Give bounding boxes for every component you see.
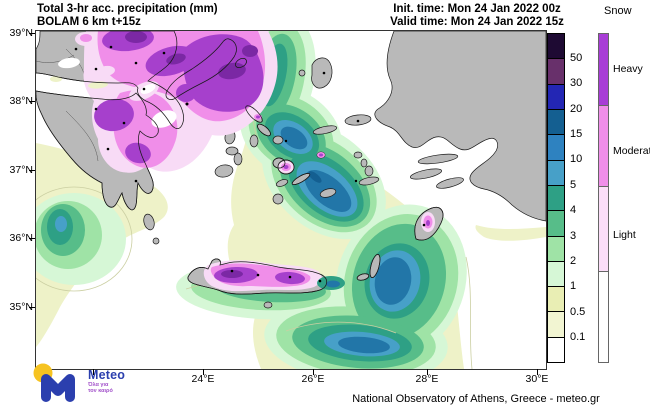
precip-legend-bar	[547, 33, 565, 363]
chios-island	[311, 57, 333, 89]
milos-island	[214, 164, 234, 178]
logo-tagline: Όλα για τον καιρό	[88, 382, 113, 394]
attribution-text: National Observatory of Athens, Greece -…	[352, 393, 600, 405]
legend-segment	[548, 83, 564, 109]
lat-tick	[29, 170, 35, 171]
logo-name: Meteo	[88, 368, 126, 382]
precip-legend-value: 10	[570, 153, 583, 166]
snow-legend-category: Moderate	[613, 145, 650, 157]
precip-legend-value: 0.5	[570, 305, 586, 318]
snow-legend-segment	[599, 270, 608, 362]
precip-legend-value: 2	[570, 254, 577, 267]
lon-tick	[313, 369, 314, 375]
precip-legend-value: 15	[570, 128, 583, 141]
lon-label: 26°E	[301, 373, 325, 385]
legend-segment	[548, 235, 564, 261]
ikaria-island	[312, 125, 338, 135]
map-title: Total 3-hr acc. precipitation (mm) BOLAM…	[37, 3, 218, 29]
precip-legend-value: 4	[570, 204, 577, 217]
snow-legend-segment	[599, 185, 608, 271]
coastline-overlay	[35, 30, 444, 295]
lat-label: 36°N	[9, 232, 33, 244]
lat-tick	[29, 101, 35, 102]
snow-legend-segment	[599, 34, 608, 106]
logo-m-icon	[41, 374, 75, 402]
lat-label: 38°N	[9, 95, 33, 107]
lon-label: 28°E	[415, 373, 439, 385]
meteo-logo-mark	[33, 363, 75, 402]
bodrum-peninsula	[417, 153, 459, 165]
lon-label: 30°E	[525, 373, 549, 385]
legend-segment	[548, 336, 564, 363]
snow-legend-bar	[598, 33, 609, 363]
precip-legend-value: 1	[570, 280, 577, 293]
precip-legend-value: 0.1	[570, 331, 586, 344]
map-canvas	[15, 15, 547, 384]
snow-shading	[50, 26, 435, 292]
legend-segment	[548, 286, 564, 312]
init-time: Init. time: Mon 24 Jan 2022 00z	[393, 3, 561, 15]
legend-segment	[548, 184, 564, 211]
lon-tick	[427, 369, 428, 375]
lat-label: 37°N	[9, 164, 33, 176]
snow-legend-segment	[599, 105, 608, 186]
kythira-island	[143, 213, 155, 231]
snow-legend-title: Snow	[604, 5, 632, 17]
meteo-logo: Meteo Όλα για τον καιρό	[28, 361, 128, 405]
precip-legend-value: 20	[570, 102, 583, 115]
precip-legend-value: 5	[570, 178, 577, 191]
lon-tick	[537, 369, 538, 375]
legend-segment	[548, 210, 564, 236]
santorini-island	[272, 193, 284, 205]
legend-segment	[548, 58, 564, 84]
legend-segment	[548, 34, 564, 59]
turkey-land	[374, 30, 547, 222]
kos-island	[358, 176, 380, 186]
lat-tick	[29, 238, 35, 239]
legend-segment	[548, 159, 564, 185]
gavdos-island	[263, 301, 273, 309]
legend-segment	[548, 260, 564, 287]
snow-legend-category: Heavy	[613, 63, 643, 75]
lat-label: 39°N	[9, 27, 33, 39]
lat-label: 35°N	[9, 301, 33, 313]
lat-tick	[29, 307, 35, 308]
legend-segment	[548, 134, 564, 160]
lon-tick	[93, 369, 94, 375]
precip-legend-value: 50	[570, 51, 583, 64]
title-line-1: Total 3-hr acc. precipitation (mm)	[37, 3, 218, 15]
lon-label: 24°E	[191, 373, 215, 385]
precip-legend-value: 30	[570, 77, 583, 90]
lat-tick	[29, 33, 35, 34]
run-times: Init. time: Mon 24 Jan 2022 00z Valid ti…	[352, 3, 602, 29]
legend-segment	[548, 311, 564, 337]
precipitation-map-svg	[15, 15, 547, 384]
title-line-2: BOLAM 6 km t+15z	[37, 16, 141, 28]
precip-legend-value: 3	[570, 229, 577, 242]
snow-legend-category: Light	[613, 229, 636, 241]
lon-tick	[203, 369, 204, 375]
city-markers	[74, 45, 426, 283]
valid-time: Valid time: Mon 24 Jan 2022 15z	[390, 16, 564, 28]
legend-segment	[548, 108, 564, 135]
